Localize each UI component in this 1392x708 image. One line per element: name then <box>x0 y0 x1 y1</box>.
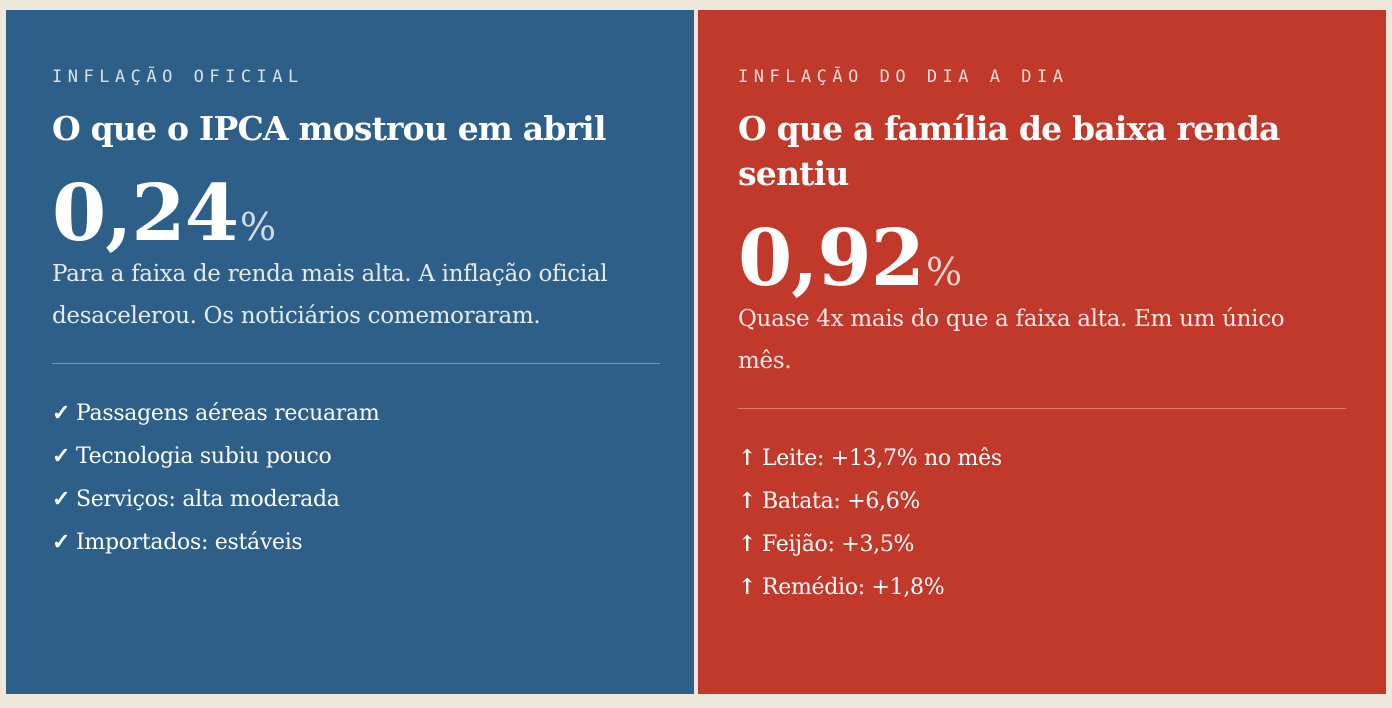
list-item: ✓ Tecnologia subiu pouco <box>52 435 648 478</box>
divider <box>52 363 660 364</box>
arrow-up-icon: ↑ <box>738 574 757 600</box>
arrow-up-icon: ↑ <box>738 488 757 514</box>
stat-unit: % <box>925 250 963 294</box>
list-item-label: Leite: +13,7% no mês <box>762 446 1002 471</box>
stat-description: Quase 4x mais do que a faixa alta. Em um… <box>738 306 1285 374</box>
check-icon: ✓ <box>52 486 71 512</box>
stat-value: 0,92 <box>738 213 925 304</box>
list-item: ↑ Leite: +13,7% no mês <box>738 437 1340 480</box>
list-item: ✓ Serviços: alta moderada <box>52 478 648 521</box>
items-list: ✓ Passagens aéreas recuaram ✓ Tecnologia s… <box>52 392 648 564</box>
list-item: ↑ Feijão: +3,5% <box>738 523 1340 566</box>
panel-headline: O que a família de baixa renda sentiu <box>738 109 1280 193</box>
list-item: ↑ Remédio: +1,8% <box>738 566 1340 609</box>
eyebrow-label: INFLAÇÃO DO DIA A DIA <box>738 67 1069 87</box>
list-item: ✓ Importados: estáveis <box>52 521 648 564</box>
list-item-label: Serviços: alta moderada <box>76 487 340 512</box>
list-item-label: Feijão: +3,5% <box>762 532 915 557</box>
items-list: ↑ Leite: +13,7% no mês ↑ Batata: +6,6% ↑ Fe… <box>738 437 1340 609</box>
stat-figure: 0,92% <box>738 218 1340 300</box>
daily-inflation-panel: INFLAÇÃO DO DIA A DIA O que a família de… <box>698 10 1386 694</box>
check-icon: ✓ <box>52 443 71 469</box>
stat-figure: 0,24% <box>52 173 648 255</box>
list-item-label: Tecnologia subiu pouco <box>76 444 332 469</box>
arrow-up-icon: ↑ <box>738 445 757 471</box>
stat-value: 0,24 <box>52 168 239 259</box>
arrow-up-icon: ↑ <box>738 531 757 557</box>
panel-headline: O que o IPCA mostrou em abril <box>52 109 606 148</box>
official-inflation-panel: INFLAÇÃO OFICIAL O que o IPCA mostrou em… <box>6 10 694 694</box>
eyebrow-label: INFLAÇÃO OFICIAL <box>52 67 304 87</box>
list-item: ✓ Passagens aéreas recuaram <box>52 392 648 435</box>
stat-unit: % <box>239 205 277 249</box>
divider <box>738 408 1346 409</box>
check-icon: ✓ <box>52 400 71 426</box>
check-icon: ✓ <box>52 529 71 555</box>
list-item: ↑ Batata: +6,6% <box>738 480 1340 523</box>
list-item-label: Remédio: +1,8% <box>762 575 945 600</box>
list-item-label: Passagens aéreas recuaram <box>76 401 380 426</box>
stat-description: Para a faixa de renda mais alta. A infla… <box>52 261 608 329</box>
list-item-label: Importados: estáveis <box>76 530 303 555</box>
list-item-label: Batata: +6,6% <box>762 489 921 514</box>
